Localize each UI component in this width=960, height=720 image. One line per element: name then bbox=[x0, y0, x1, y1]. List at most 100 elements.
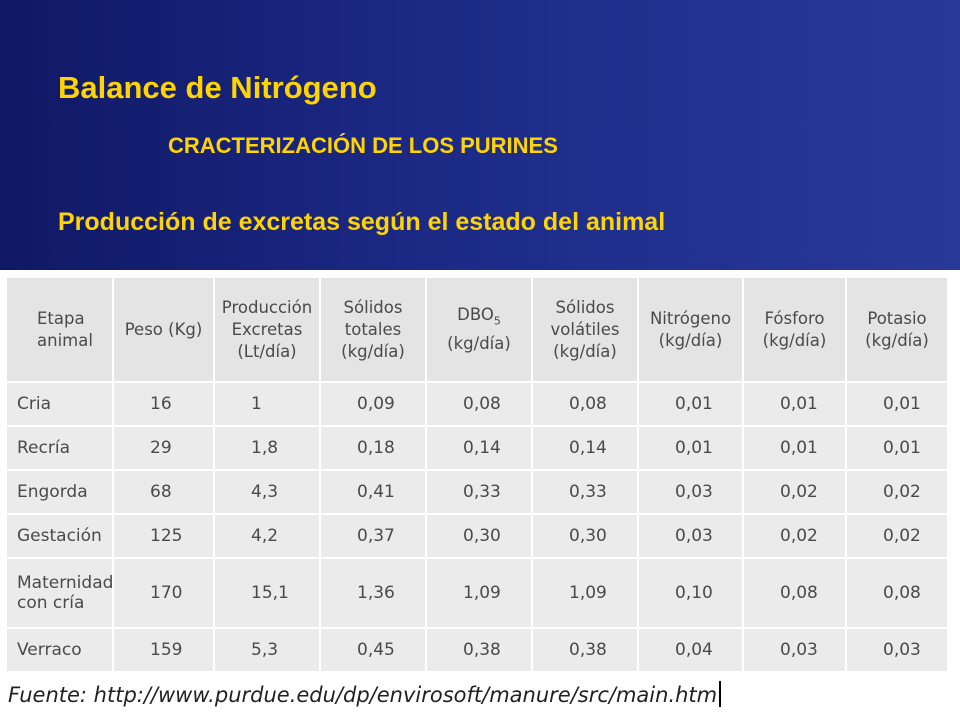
header-solidos-volatiles-line2: volátiles bbox=[550, 319, 620, 339]
cell-produccion: 4,3 bbox=[213, 469, 321, 516]
table-row: Gestación 125 4,2 0,37 0,30 0,30 0,03 0,… bbox=[5, 513, 949, 560]
header-peso: Peso (Kg) bbox=[112, 276, 215, 383]
cell-peso: 170 bbox=[112, 557, 215, 629]
cell-dbo: 0,08 bbox=[425, 380, 533, 428]
cell-fosforo: 0,01 bbox=[742, 380, 847, 428]
row-label: Cria bbox=[5, 380, 114, 428]
cell-nitrogeno: 0,01 bbox=[637, 380, 744, 428]
table-row: Recría 29 1,8 0,18 0,14 0,14 0,01 0,01 0… bbox=[5, 425, 949, 472]
cell-peso: 125 bbox=[112, 513, 215, 560]
cell-nitrogeno: 0,04 bbox=[637, 626, 744, 674]
header-produccion-line2: Excretas bbox=[231, 319, 303, 339]
cell-solidos-totales: 0,37 bbox=[319, 513, 427, 560]
cell-potasio: 0,02 bbox=[845, 513, 949, 560]
header-dbo-unit: (kg/día) bbox=[447, 333, 511, 353]
cell-fosforo: 0,08 bbox=[742, 557, 847, 629]
cell-produccion: 5,3 bbox=[213, 626, 321, 674]
excreta-table-container: Etapa animal Peso (Kg) Producción Excret… bbox=[5, 276, 949, 674]
cell-dbo: 0,38 bbox=[425, 626, 533, 674]
source-citation: Fuente: http://www.purdue.edu/dp/enviros… bbox=[8, 681, 722, 707]
cell-solidos-totales: 0,41 bbox=[319, 469, 427, 516]
table-row: Maternidad con cría 170 15,1 1,36 1,09 1… bbox=[5, 557, 949, 629]
row-label-line2: con cría bbox=[17, 593, 85, 614]
table-row: Engorda 68 4,3 0,41 0,33 0,33 0,03 0,02 … bbox=[5, 469, 949, 516]
header-solidos-volatiles: Sólidos volátiles (kg/día) bbox=[531, 276, 639, 383]
cell-nitrogeno: 0,03 bbox=[637, 513, 744, 560]
header-produccion-line3: (Lt/día) bbox=[237, 341, 297, 361]
cell-nitrogeno: 0,10 bbox=[637, 557, 744, 629]
header-dbo-subscript: 5 bbox=[493, 314, 501, 328]
cell-potasio: 0,08 bbox=[845, 557, 949, 629]
table-header-row: Etapa animal Peso (Kg) Producción Excret… bbox=[5, 276, 949, 383]
cell-dbo: 0,30 bbox=[425, 513, 533, 560]
header-solidos-totales-line2: totales bbox=[344, 319, 402, 339]
header-fosforo-line1: Fósforo bbox=[764, 308, 825, 328]
excreta-table: Etapa animal Peso (Kg) Producción Excret… bbox=[5, 276, 949, 674]
header-nitrogeno: Nitrógeno (kg/día) bbox=[637, 276, 744, 383]
cell-produccion: 1,8 bbox=[213, 425, 321, 472]
cell-solidos-volatiles: 0,14 bbox=[531, 425, 639, 472]
cell-potasio: 0,03 bbox=[845, 626, 949, 674]
cell-solidos-volatiles: 0,08 bbox=[531, 380, 639, 428]
header-potasio-line1: Potasio bbox=[867, 308, 927, 328]
header-produccion-excretas: Producción Excretas (Lt/día) bbox=[213, 276, 321, 383]
cell-fosforo: 0,01 bbox=[742, 425, 847, 472]
cell-potasio: 0,01 bbox=[845, 380, 949, 428]
table-row: Verraco 159 5,3 0,45 0,38 0,38 0,04 0,03… bbox=[5, 626, 949, 674]
cell-solidos-volatiles: 1,09 bbox=[531, 557, 639, 629]
cell-peso: 29 bbox=[112, 425, 215, 472]
header-dbo-main: DBO bbox=[457, 305, 494, 325]
row-label: Verraco bbox=[5, 626, 114, 674]
slide-subtitle: CRACTERIZACIÓN DE LOS PURINES bbox=[168, 133, 558, 158]
cell-dbo: 1,09 bbox=[425, 557, 533, 629]
header-produccion-line1: Producción bbox=[221, 297, 313, 317]
cell-peso: 16 bbox=[112, 380, 215, 428]
cell-fosforo: 0,03 bbox=[742, 626, 847, 674]
slide-header: Balance de Nitrógeno CRACTERIZACIÓN DE L… bbox=[0, 0, 960, 270]
header-etapa-line2: animal bbox=[37, 330, 93, 350]
source-text: Fuente: http://www.purdue.edu/dp/enviros… bbox=[8, 683, 718, 707]
header-fosforo: Fósforo (kg/día) bbox=[742, 276, 847, 383]
text-cursor bbox=[719, 681, 722, 707]
header-solidos-totales-line3: (kg/día) bbox=[341, 341, 405, 361]
cell-produccion: 1 bbox=[213, 380, 321, 428]
cell-peso: 159 bbox=[112, 626, 215, 674]
row-label: Maternidad con cría bbox=[5, 557, 114, 629]
header-fosforo-line2: (kg/día) bbox=[762, 330, 827, 350]
cell-peso: 68 bbox=[112, 469, 215, 516]
header-solidos-totales-line1: Sólidos bbox=[343, 297, 403, 317]
cell-fosforo: 0,02 bbox=[742, 513, 847, 560]
cell-dbo: 0,14 bbox=[425, 425, 533, 472]
header-dbo5: DBO5 (kg/día) bbox=[425, 276, 533, 383]
header-nitrogeno-line2: (kg/día) bbox=[658, 330, 723, 350]
header-potasio-line2: (kg/día) bbox=[865, 330, 929, 350]
slide-title: Balance de Nitrógeno bbox=[58, 70, 377, 105]
cell-solidos-totales: 0,09 bbox=[319, 380, 427, 428]
table-row: Cria 16 1 0,09 0,08 0,08 0,01 0,01 0,01 bbox=[5, 380, 949, 428]
row-label: Engorda bbox=[5, 469, 114, 516]
header-peso-label: Peso (Kg) bbox=[124, 319, 203, 339]
cell-potasio: 0,02 bbox=[845, 469, 949, 516]
cell-produccion: 15,1 bbox=[213, 557, 321, 629]
cell-solidos-totales: 0,45 bbox=[319, 626, 427, 674]
cell-fosforo: 0,02 bbox=[742, 469, 847, 516]
cell-dbo: 0,33 bbox=[425, 469, 533, 516]
cell-solidos-totales: 1,36 bbox=[319, 557, 427, 629]
header-solidos-volatiles-line1: Sólidos bbox=[555, 297, 615, 317]
cell-nitrogeno: 0,03 bbox=[637, 469, 744, 516]
row-label: Recría bbox=[5, 425, 114, 472]
header-etapa-animal: Etapa animal bbox=[5, 276, 114, 383]
cell-solidos-volatiles: 0,30 bbox=[531, 513, 639, 560]
header-solidos-volatiles-line3: (kg/día) bbox=[553, 341, 617, 361]
row-label-line1: Maternidad bbox=[17, 573, 114, 594]
cell-solidos-volatiles: 0,38 bbox=[531, 626, 639, 674]
cell-nitrogeno: 0,01 bbox=[637, 425, 744, 472]
cell-produccion: 4,2 bbox=[213, 513, 321, 560]
cell-solidos-totales: 0,18 bbox=[319, 425, 427, 472]
header-nitrogeno-line1: Nitrógeno bbox=[649, 308, 732, 328]
header-etapa-line1: Etapa bbox=[37, 308, 85, 328]
header-potasio: Potasio (kg/día) bbox=[845, 276, 949, 383]
cell-potasio: 0,01 bbox=[845, 425, 949, 472]
cell-solidos-volatiles: 0,33 bbox=[531, 469, 639, 516]
header-solidos-totales: Sólidos totales (kg/día) bbox=[319, 276, 427, 383]
